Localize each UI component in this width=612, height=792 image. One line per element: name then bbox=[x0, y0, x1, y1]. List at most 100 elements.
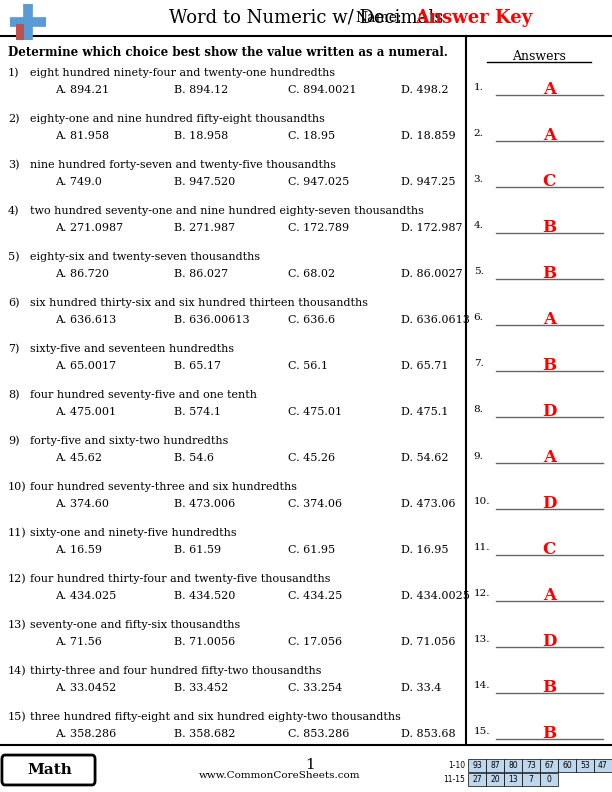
Text: A: A bbox=[543, 311, 556, 329]
Text: A. 65.0017: A. 65.0017 bbox=[55, 361, 116, 371]
Text: C: C bbox=[543, 542, 556, 558]
Text: D. 947.25: D. 947.25 bbox=[401, 177, 455, 187]
Text: 1-10: 1-10 bbox=[448, 761, 465, 770]
Text: 9): 9) bbox=[8, 436, 20, 447]
Text: D. 54.62: D. 54.62 bbox=[401, 453, 449, 463]
Text: 87: 87 bbox=[490, 761, 500, 770]
Text: B. 61.59: B. 61.59 bbox=[174, 545, 222, 555]
Text: C. 434.25: C. 434.25 bbox=[288, 591, 342, 601]
Text: 1: 1 bbox=[305, 758, 315, 772]
Text: 2): 2) bbox=[8, 114, 20, 124]
Text: B. 71.0056: B. 71.0056 bbox=[174, 637, 236, 647]
Text: 8): 8) bbox=[8, 390, 20, 400]
Text: 9.: 9. bbox=[474, 451, 483, 460]
Text: 0: 0 bbox=[547, 775, 551, 784]
Text: A. 374.60: A. 374.60 bbox=[55, 499, 109, 509]
Bar bbox=[468, 773, 486, 786]
Text: A. 86.720: A. 86.720 bbox=[55, 269, 109, 279]
Text: 73: 73 bbox=[526, 761, 536, 770]
Text: A. 71.56: A. 71.56 bbox=[55, 637, 102, 647]
Text: 8.: 8. bbox=[474, 406, 483, 414]
Text: 20: 20 bbox=[490, 775, 500, 784]
Text: B: B bbox=[542, 357, 556, 375]
Text: B: B bbox=[542, 680, 556, 696]
Text: nine hundred forty-seven and twenty-five thousandths: nine hundred forty-seven and twenty-five… bbox=[30, 160, 336, 170]
Text: D. 636.0613: D. 636.0613 bbox=[401, 315, 470, 325]
Text: C. 475.01: C. 475.01 bbox=[288, 407, 341, 417]
Text: B. 473.006: B. 473.006 bbox=[174, 499, 236, 509]
Text: 15.: 15. bbox=[474, 728, 490, 737]
Bar bbox=[504, 773, 522, 786]
Text: C. 45.26: C. 45.26 bbox=[288, 453, 335, 463]
Text: A: A bbox=[543, 128, 556, 144]
Text: 6.: 6. bbox=[474, 314, 483, 322]
Text: 4.: 4. bbox=[474, 222, 483, 230]
Text: D. 498.2: D. 498.2 bbox=[401, 85, 449, 95]
Text: C. 947.025: C. 947.025 bbox=[288, 177, 349, 187]
Text: two hundred seventy-one and nine hundred eighty-seven thousandths: two hundred seventy-one and nine hundred… bbox=[30, 206, 424, 216]
Text: 7): 7) bbox=[8, 344, 20, 354]
Text: D. 71.056: D. 71.056 bbox=[401, 637, 455, 647]
Text: A. 271.0987: A. 271.0987 bbox=[55, 223, 123, 233]
Text: B. 574.1: B. 574.1 bbox=[174, 407, 222, 417]
Text: 80: 80 bbox=[508, 761, 518, 770]
Text: 10.: 10. bbox=[474, 497, 490, 507]
Text: D. 475.1: D. 475.1 bbox=[401, 407, 448, 417]
Text: Determine which choice best show the value written as a numeral.: Determine which choice best show the val… bbox=[8, 46, 448, 59]
Text: D. 473.06: D. 473.06 bbox=[401, 499, 455, 509]
Text: 11): 11) bbox=[8, 528, 27, 539]
Text: sixty-one and ninety-five hundredths: sixty-one and ninety-five hundredths bbox=[30, 528, 237, 538]
FancyBboxPatch shape bbox=[2, 755, 95, 785]
Text: C. 68.02: C. 68.02 bbox=[288, 269, 335, 279]
Text: 1.: 1. bbox=[474, 83, 483, 93]
Text: A: A bbox=[543, 450, 556, 466]
Text: 7.: 7. bbox=[474, 360, 483, 368]
Text: B: B bbox=[542, 725, 556, 743]
Text: D. 33.4: D. 33.4 bbox=[401, 683, 441, 693]
Text: 15): 15) bbox=[8, 712, 27, 722]
Text: 11.: 11. bbox=[474, 543, 490, 553]
Text: D: D bbox=[542, 496, 556, 512]
Text: A: A bbox=[543, 588, 556, 604]
Text: B. 33.452: B. 33.452 bbox=[174, 683, 229, 693]
Text: 53: 53 bbox=[580, 761, 590, 770]
Text: A. 16.59: A. 16.59 bbox=[55, 545, 102, 555]
Text: 13.: 13. bbox=[474, 635, 490, 645]
Text: A. 749.0: A. 749.0 bbox=[55, 177, 102, 187]
Text: 5): 5) bbox=[8, 252, 20, 262]
Text: C. 894.0021: C. 894.0021 bbox=[288, 85, 356, 95]
Text: C. 853.286: C. 853.286 bbox=[288, 729, 349, 739]
Text: 7: 7 bbox=[529, 775, 534, 784]
Text: Math: Math bbox=[28, 763, 72, 777]
Text: www.CommonCoreSheets.com: www.CommonCoreSheets.com bbox=[200, 771, 360, 779]
Text: D. 18.859: D. 18.859 bbox=[401, 131, 455, 141]
Text: C. 636.6: C. 636.6 bbox=[288, 315, 335, 325]
Text: C. 17.056: C. 17.056 bbox=[288, 637, 341, 647]
Text: A. 894.21: A. 894.21 bbox=[55, 85, 109, 95]
Text: D. 16.95: D. 16.95 bbox=[401, 545, 449, 555]
Text: 3): 3) bbox=[8, 160, 20, 170]
Text: Answers: Answers bbox=[512, 50, 566, 63]
Text: B. 54.6: B. 54.6 bbox=[174, 453, 214, 463]
Text: A. 45.62: A. 45.62 bbox=[55, 453, 102, 463]
Text: 4): 4) bbox=[8, 206, 20, 216]
Text: A. 475.001: A. 475.001 bbox=[55, 407, 116, 417]
Text: C. 33.254: C. 33.254 bbox=[288, 683, 342, 693]
Text: C. 56.1: C. 56.1 bbox=[288, 361, 327, 371]
Text: D. 65.71: D. 65.71 bbox=[401, 361, 448, 371]
Text: B. 947.520: B. 947.520 bbox=[174, 177, 236, 187]
Text: six hundred thirty-six and six hundred thirteen thousandths: six hundred thirty-six and six hundred t… bbox=[30, 298, 368, 308]
Text: eighty-one and nine hundred fifty-eight thousandths: eighty-one and nine hundred fifty-eight … bbox=[30, 114, 325, 124]
Text: B. 434.520: B. 434.520 bbox=[174, 591, 236, 601]
Bar bbox=[540, 759, 558, 772]
Text: 5.: 5. bbox=[474, 268, 483, 276]
Bar bbox=[522, 773, 540, 786]
Text: B. 65.17: B. 65.17 bbox=[174, 361, 222, 371]
Text: A. 358.286: A. 358.286 bbox=[55, 729, 116, 739]
Text: 27: 27 bbox=[472, 775, 482, 784]
Text: B. 636.00613: B. 636.00613 bbox=[174, 315, 250, 325]
Bar bbox=[504, 759, 522, 772]
Text: A. 33.0452: A. 33.0452 bbox=[55, 683, 116, 693]
Bar bbox=[468, 759, 486, 772]
Text: 60: 60 bbox=[562, 761, 572, 770]
